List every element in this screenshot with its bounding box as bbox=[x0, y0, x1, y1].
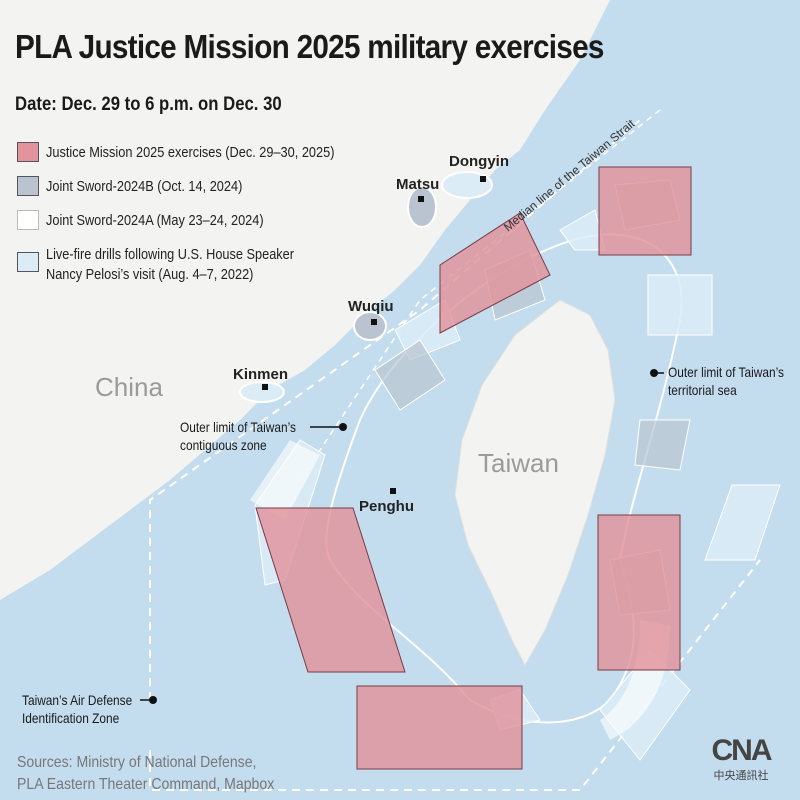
penghu-marker bbox=[390, 488, 396, 494]
zone-2025-northeast bbox=[598, 166, 692, 256]
legend-label: Justice Mission 2025 exercises (Dec. 29–… bbox=[46, 144, 335, 161]
legend-label: Joint Sword-2024B (Oct. 14, 2024) bbox=[46, 178, 243, 195]
zone-2022 bbox=[559, 209, 606, 251]
label-line: Outer limit of Taiwan’s bbox=[668, 364, 784, 380]
legend-label: Live-fire drills following U.S. House Sp… bbox=[46, 246, 295, 263]
sources-line: Sources: Ministry of National Defense, bbox=[17, 754, 257, 771]
label-line: Identification Zone bbox=[22, 710, 120, 726]
taiwan-label: Taiwan bbox=[478, 448, 559, 478]
median-line bbox=[299, 109, 661, 481]
matsu-island bbox=[407, 186, 437, 228]
zone-2024b bbox=[634, 419, 691, 471]
label-line: Taiwan’s Air Defense bbox=[22, 692, 133, 708]
logo-subtitle: 中央通訊社 bbox=[713, 770, 769, 782]
territorial-sea-label: Outer limit of Taiwan’s territorial sea bbox=[668, 363, 784, 399]
zone-2025-north bbox=[439, 212, 551, 334]
logo-mark: CNA bbox=[711, 734, 773, 767]
kinmen-island bbox=[239, 381, 285, 403]
label-line: contiguous zone bbox=[180, 437, 267, 453]
sources: Sources: Ministry of National Defense, PL… bbox=[17, 752, 274, 796]
zone-2024b bbox=[374, 339, 446, 411]
matsu-marker bbox=[418, 196, 424, 202]
china-land bbox=[0, 0, 610, 600]
date-subtitle: Date: Dec. 29 to 6 p.m. on Dec. 30 bbox=[15, 94, 282, 115]
swatch-2022 bbox=[17, 252, 39, 272]
contiguous-zone-label: Outer limit of Taiwan’s contiguous zone bbox=[180, 418, 296, 454]
sources-line: PLA Eastern Theater Command, Mapbox bbox=[17, 776, 275, 793]
china-label: China bbox=[95, 372, 163, 402]
taiwan-land bbox=[454, 299, 616, 667]
matsu-label: Matsu bbox=[396, 176, 440, 193]
zone-2025-south bbox=[356, 685, 523, 770]
penghu-label: Penghu bbox=[359, 498, 414, 515]
swatch-2024a bbox=[17, 210, 39, 230]
cna-logo: CNA 中央通訊社 bbox=[705, 735, 777, 783]
swatch-2025 bbox=[17, 142, 39, 162]
adiz-label: Taiwan’s Air Defense Identification Zone bbox=[22, 691, 132, 727]
dongyin-marker bbox=[480, 176, 486, 182]
label-line: Outer limit of Taiwan’s bbox=[180, 419, 296, 435]
swatch-2024b bbox=[17, 176, 39, 196]
legend-label: Joint Sword-2024A (May 23–24, 2024) bbox=[46, 212, 264, 229]
kinmen-label: Kinmen bbox=[233, 366, 289, 383]
zone-2025-east bbox=[597, 514, 681, 671]
wuqiu-marker bbox=[371, 319, 377, 325]
zone-2022 bbox=[704, 484, 781, 561]
zone-2022 bbox=[647, 274, 713, 336]
kinmen-marker bbox=[262, 384, 268, 390]
zone-2024a bbox=[250, 440, 320, 520]
wuqiu-island bbox=[353, 311, 387, 341]
zone-2025-southwest bbox=[255, 507, 406, 673]
legend-label: Nancy Pelosi’s visit (Aug. 4–7, 2022) bbox=[46, 266, 254, 283]
page-title: PLA Justice Mission 2025 military exerci… bbox=[15, 28, 604, 65]
dongyin-island bbox=[441, 171, 493, 199]
wuqiu-label: Wuqiu bbox=[348, 298, 394, 315]
label-line: territorial sea bbox=[668, 382, 737, 398]
dongyin-label: Dongyin bbox=[449, 153, 509, 170]
